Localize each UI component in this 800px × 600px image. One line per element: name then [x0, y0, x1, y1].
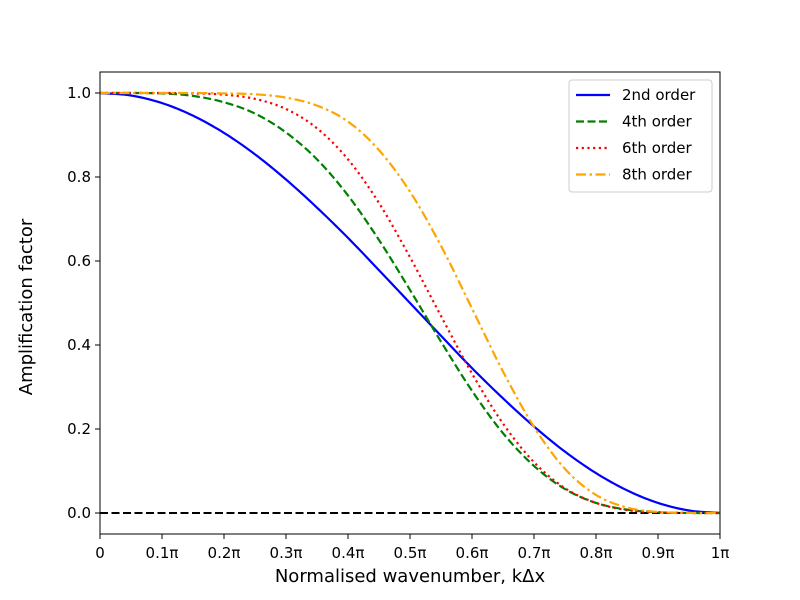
- legend-label-4: 8th order: [622, 166, 693, 184]
- legend-box: [568, 79, 713, 193]
- series-line-1: [100, 91, 720, 515]
- y-tick-label: 0.4: [67, 336, 91, 354]
- series-line-4: [100, 91, 720, 515]
- y-tick-label: 0.2: [67, 420, 91, 438]
- legend-label-1: 2nd order: [622, 86, 696, 104]
- x-tick-label: 0.7π: [518, 544, 551, 562]
- legend-label-2: 4th order: [622, 113, 693, 131]
- x-tick-label: 0.6π: [456, 544, 489, 562]
- axes: 0 0.1π 0.2π 0.3π 0.4π 0.5π 0.6π 0.7π 0.8π 0.9π 1π 0…: [67, 71, 730, 562]
- y-tick-label: 0.8: [67, 168, 91, 186]
- series-line-2: [100, 91, 720, 515]
- x-axis-label: Normalised wavenumber, kΔx: [275, 566, 546, 587]
- y-tick-label: 0.6: [67, 252, 91, 270]
- legend: 2nd order 4th order 6th order 8th order: [568, 79, 713, 193]
- plot-area: [100, 91, 720, 515]
- y-tick-label: 0.0: [67, 504, 91, 522]
- legend-label-3: 6th order: [622, 139, 693, 157]
- x-tick-label: 0.1π: [146, 544, 179, 562]
- x-tick-label: 0.5π: [394, 544, 427, 562]
- y-axis-label: Amplification factor: [16, 218, 37, 395]
- series-group: [100, 91, 720, 515]
- x-tick-label: 0.8π: [580, 544, 613, 562]
- x-tick-label: 0.3π: [270, 544, 303, 562]
- x-tick-label: 1π: [711, 544, 730, 562]
- y-tick-label: 1.0: [67, 84, 91, 102]
- x-tick-label: 0.9π: [642, 544, 675, 562]
- x-tick-label: 0.2π: [208, 544, 241, 562]
- x-tick-label: 0.4π: [332, 544, 365, 562]
- x-tick-label: 0: [95, 544, 105, 562]
